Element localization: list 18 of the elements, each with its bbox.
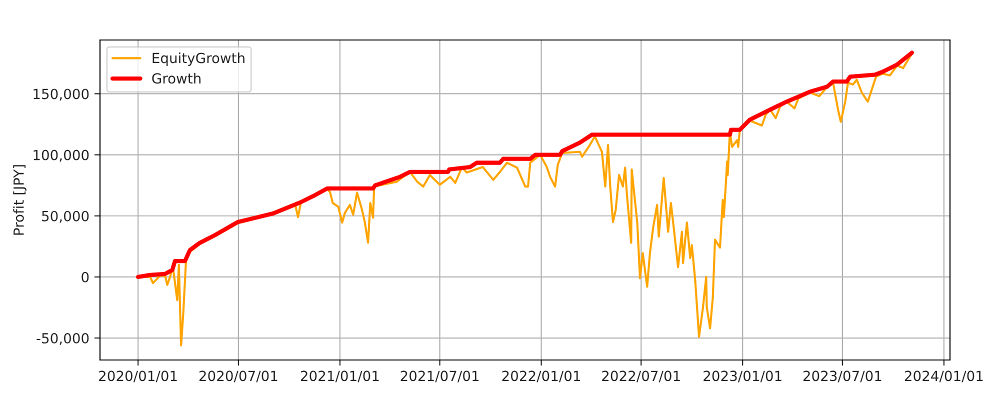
x-tick-label: 2020/01/01 — [99, 370, 177, 382]
legend-label: EquityGrowth — [152, 52, 244, 66]
y-tick-label: -50,000 — [36, 332, 89, 345]
x-tick-label: 2021/01/01 — [300, 370, 379, 382]
line-series — [136, 50, 914, 280]
y-tick-label: 150,000 — [34, 88, 89, 101]
x-tick-label: 2023/01/01 — [704, 370, 782, 382]
x-tick-label: 2024/01/01 — [904, 370, 983, 382]
x-tick-label: 2021/07/01 — [400, 370, 479, 382]
y-tick-label: 50,000 — [42, 210, 89, 223]
y-tick-label: 0 — [82, 272, 89, 282]
x-tick-label: 2022/07/01 — [602, 370, 680, 382]
x-tick-label: 2022/01/01 — [502, 370, 580, 382]
y-tick-label: 100,000 — [34, 150, 89, 162]
x-tick-label: 2020/07/01 — [199, 370, 278, 382]
legend-label: Growth — [152, 72, 200, 84]
y-axis-title: Profit [JPY] — [13, 165, 26, 235]
x-tick-label: 2023/07/01 — [803, 370, 882, 382]
